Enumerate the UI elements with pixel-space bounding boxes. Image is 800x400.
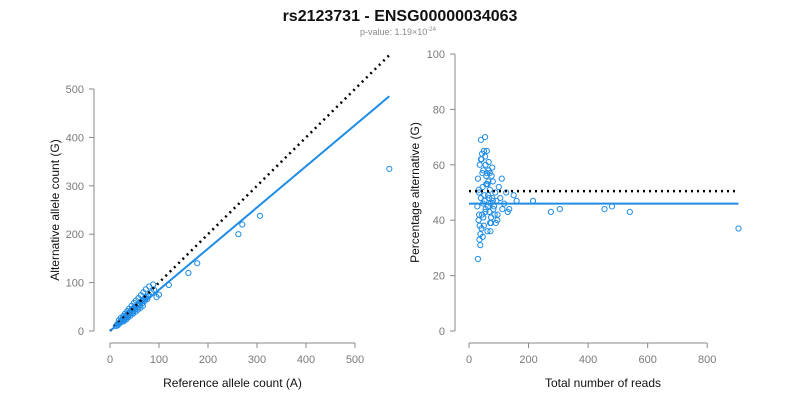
data-point — [547, 208, 554, 215]
data-point — [194, 260, 201, 267]
data-point — [489, 164, 496, 171]
data-point — [477, 156, 485, 163]
data-point — [490, 206, 497, 213]
data-point — [144, 295, 151, 303]
data-point — [479, 170, 486, 177]
fitted-ratio-line — [109, 95, 390, 332]
data-point — [601, 206, 608, 213]
data-point — [494, 217, 501, 224]
data-point — [483, 147, 490, 155]
data-point — [498, 175, 505, 182]
data-point — [235, 231, 242, 238]
x-axis-title: Total number of reads — [545, 376, 661, 390]
data-point — [256, 212, 264, 219]
data-point — [482, 161, 489, 168]
data-point — [476, 211, 483, 218]
x-tick-label: 0 — [466, 354, 472, 366]
data-point — [491, 211, 498, 218]
p-value-text: p-value: 1.19×10 — [360, 27, 427, 37]
data-point — [735, 225, 742, 232]
p-value-exponent: -24 — [427, 27, 436, 33]
data-point — [482, 208, 489, 215]
data-point — [489, 194, 496, 202]
data-point — [487, 228, 494, 235]
x-tick-label: 200 — [519, 354, 537, 366]
data-point — [556, 206, 563, 213]
percentage-alternative-scatter-panel: 0 200 400 600 800 0 20 40 60 80 100 Total number of… — [408, 49, 742, 390]
data-point — [487, 219, 494, 227]
y-tick-label: 40 — [433, 215, 445, 227]
y-tick-label: 100 — [427, 49, 445, 61]
data-point — [504, 208, 511, 215]
y-axis-title: Percentage alternative (G) — [408, 122, 422, 263]
x-axis-title: Reference allele count (A) — [163, 376, 302, 390]
data-point — [486, 186, 493, 193]
y-tick-label: 400 — [66, 132, 84, 144]
data-point — [474, 175, 482, 182]
data-point — [475, 186, 482, 193]
data-point — [481, 192, 488, 199]
x-tick-label: 0 — [107, 354, 113, 366]
x-tick-label: 400 — [297, 354, 315, 366]
data-point — [479, 233, 486, 240]
data-point — [510, 192, 517, 199]
y-tick-label: 0 — [439, 326, 445, 338]
chart-title: rs2123731 - ENSG00000034063 — [283, 8, 518, 25]
data-point — [185, 269, 192, 277]
y-tick-label: 20 — [433, 271, 445, 283]
data-point — [239, 221, 246, 228]
x-tick-label: 100 — [150, 354, 168, 366]
data-point — [474, 255, 482, 263]
data-point — [492, 189, 499, 196]
x-tick-label: 800 — [698, 354, 716, 366]
y-tick-label: 60 — [433, 160, 445, 172]
y-tick-label: 300 — [66, 181, 84, 193]
x-tick-label: 500 — [346, 354, 364, 366]
data-point — [479, 150, 486, 157]
x-tick-label: 400 — [579, 354, 597, 366]
y-tick-label: 80 — [433, 104, 445, 116]
x-tick-label: 600 — [638, 354, 656, 366]
data-point — [486, 208, 493, 215]
y-tick-label: 500 — [66, 84, 84, 96]
p-value-subtitle: p-value: 1.19×10-24 — [360, 27, 437, 37]
data-point — [485, 167, 492, 174]
data-point — [484, 228, 491, 235]
data-point — [477, 194, 485, 202]
data-point — [497, 194, 504, 202]
x-tick-label: 300 — [248, 354, 266, 366]
data-point — [477, 242, 484, 249]
data-point — [484, 192, 492, 199]
data-point — [386, 165, 393, 172]
y-tick-label: 200 — [66, 229, 84, 241]
data-point — [476, 222, 483, 229]
data-point — [495, 183, 502, 191]
data-point — [487, 214, 495, 221]
data-point — [499, 206, 506, 213]
data-point — [481, 134, 489, 141]
y-axis-title: Alternative allele count (G) — [48, 139, 62, 280]
data-point — [155, 291, 163, 298]
data-point — [626, 208, 633, 215]
data-point — [483, 181, 490, 188]
data-point — [489, 178, 496, 185]
x-tick-label: 200 — [199, 354, 217, 366]
data-point — [476, 161, 483, 168]
data-point — [477, 136, 485, 143]
allele-count-scatter-panel: 0 100 200 300 400 500 0 100 200 300 400 500 Referenc… — [48, 54, 393, 390]
y-tick-label: 100 — [66, 278, 84, 290]
data-point — [480, 214, 487, 221]
data-point — [476, 189, 483, 196]
data-point — [476, 236, 483, 243]
y-tick-label: 0 — [78, 326, 84, 338]
